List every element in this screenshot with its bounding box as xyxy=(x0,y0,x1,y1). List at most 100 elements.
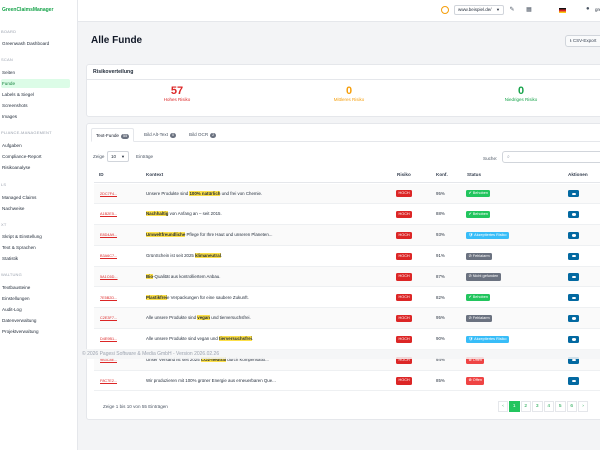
view-finding-button[interactable] xyxy=(568,335,579,344)
view-finding-button[interactable] xyxy=(568,211,579,219)
finding-id-link[interactable]: 7E5B2D... xyxy=(100,295,118,300)
user-icon[interactable]: ● xyxy=(586,6,590,12)
sidebar-item-textbausteine[interactable]: Textbausteine xyxy=(2,285,31,290)
view-finding-button[interactable] xyxy=(568,273,579,281)
table-row[interactable]: E8D4A9... Umweltfreundliche Pflege für Ih… xyxy=(94,225,600,246)
finding-id-link[interactable]: A1B2E5... xyxy=(100,212,118,217)
confidence-value: 94% xyxy=(436,356,445,362)
pencil-icon[interactable]: ✎ xyxy=(509,7,515,13)
pagination-page-4[interactable]: 4 xyxy=(543,401,554,412)
sidebar-item-images[interactable]: Images xyxy=(2,114,18,119)
sidebar-item-screenshots[interactable]: Screenshots xyxy=(2,103,28,108)
status-badge[interactable]: ⊗ Offen xyxy=(466,356,485,364)
sidebar-item-risikoanalyse[interactable]: Risikoanalyse xyxy=(2,165,31,170)
sidebar-item-funde[interactable]: Funde xyxy=(1,79,70,88)
status-badge[interactable]: ✔ Behoben xyxy=(466,294,491,302)
sidebar-item-nachweise[interactable]: Nachweise xyxy=(2,206,25,211)
csv-export-label: CSV-Export xyxy=(572,38,597,43)
sidebar-item-einstellungen[interactable]: Einstellungen xyxy=(2,296,30,301)
col-konf[interactable]: Konf. xyxy=(436,172,448,177)
status-badge[interactable]: ✔ Behoben xyxy=(466,211,491,219)
view-finding-button[interactable] xyxy=(568,377,579,385)
sidebar-item-skript[interactable]: Skript & Einstellung xyxy=(2,234,42,239)
col-status[interactable]: Status xyxy=(467,172,482,177)
pagination-page-5[interactable]: 5 xyxy=(555,401,566,412)
col-aktionen[interactable]: Aktionen xyxy=(568,172,588,177)
finding-id-link[interactable]: E8D4A9... xyxy=(100,233,118,238)
pagination-page-3[interactable]: 3 xyxy=(532,401,543,412)
status-badge[interactable]: ⊘ Fehlalarm xyxy=(466,252,493,260)
pagination-page-1[interactable]: 1 xyxy=(509,401,520,412)
sidebar-item-aufgaben[interactable]: Aufgaben xyxy=(2,143,22,148)
pagination-prev-button[interactable]: ‹ xyxy=(498,401,508,412)
context-post: durch Kompensatio... xyxy=(226,356,269,362)
sidebar-item-audit-log[interactable]: Audit-Log xyxy=(2,307,22,312)
risk-badge: HOCH xyxy=(396,356,413,364)
view-finding-button[interactable] xyxy=(568,231,579,240)
status-badge[interactable]: ⊘ Nicht gefunden xyxy=(466,273,501,281)
tab-label: Bild Alt-Text xyxy=(144,132,168,137)
view-finding-button[interactable] xyxy=(568,190,579,198)
tab-bild-ocr[interactable]: Bild OCR 2 xyxy=(185,128,220,142)
finding-id-link[interactable]: C2E3F7... xyxy=(100,316,118,321)
col-kontext[interactable]: Kontext xyxy=(146,172,164,177)
view-finding-button[interactable] xyxy=(568,315,579,323)
header-divider xyxy=(94,182,600,183)
risk-badge: HOCH xyxy=(396,273,413,281)
status-badge[interactable]: 🛡 Akzeptiertes Risiko xyxy=(466,335,509,344)
apps-icon[interactable]: ▦ xyxy=(526,7,532,13)
col-id[interactable]: ID xyxy=(99,172,104,177)
tab-bild-alt-text[interactable]: Bild Alt-Text 0 xyxy=(140,128,180,142)
sidebar-item-managed-claims[interactable]: Managed Claims xyxy=(2,195,37,200)
sidebar-item-datenverwaltung[interactable]: Datenverwaltung xyxy=(2,318,37,323)
sidebar-item-compliance-report[interactable]: Compliance-Report xyxy=(2,154,42,159)
view-finding-button[interactable] xyxy=(568,294,579,302)
tab-count: 2 xyxy=(210,133,217,138)
sidebar-item-statistik[interactable]: Statistik xyxy=(2,256,19,261)
pagination-page-6[interactable]: 6 xyxy=(566,401,577,412)
view-finding-button[interactable] xyxy=(568,356,579,364)
sidebar-item-dashboard[interactable]: Greenwash Dashboard xyxy=(2,41,50,46)
status-badge[interactable]: 🛡 Akzeptiertes Risiko xyxy=(466,231,509,240)
search-input[interactable]: ⌕ xyxy=(502,151,600,163)
status-badge[interactable]: ⊘ Fehlalarm xyxy=(466,315,493,323)
sidebar-item-labels[interactable]: Labels & Siegel xyxy=(2,92,34,97)
table-row[interactable]: D4E9B1... Alle unsere Produkte sind vegan… xyxy=(94,329,600,350)
pagination-page-2[interactable]: 2 xyxy=(520,401,531,412)
status-badge[interactable]: ✔ Behoben xyxy=(466,190,491,198)
table-row[interactable]: A1B2E5... Nachhaltig von Anfang an – seit… xyxy=(94,204,600,226)
table-row[interactable]: 5A1C6D... Bio-Qualität aus kontrolliertem… xyxy=(94,266,600,288)
finding-id-link[interactable]: B3A6C7... xyxy=(100,253,118,258)
table-row[interactable]: 2DC7F4... Unsere Produkte sind 100% natür… xyxy=(94,183,600,205)
finding-id-link[interactable]: 5A1C6D... xyxy=(100,274,118,279)
csv-export-button[interactable]: ⭳ CSV-Export xyxy=(565,35,600,47)
site-select[interactable]: www.beispiel.de/ ▼ xyxy=(454,5,504,15)
entries-select[interactable]: 10 ▼ xyxy=(107,151,129,162)
tab-text-funde[interactable]: Text-Funde 55 xyxy=(91,128,135,142)
pagination-next-button[interactable]: › xyxy=(578,401,588,412)
view-finding-button[interactable] xyxy=(568,252,579,260)
finding-id-link[interactable]: F8C7E2... xyxy=(100,378,118,383)
show-label: Zeige xyxy=(93,154,105,159)
sidebar-item-seiten[interactable]: Seiten xyxy=(2,70,16,75)
col-risiko[interactable]: Risiko xyxy=(397,172,411,177)
table-row[interactable]: B3A6C7... GrünSchein ist seit 2025 kliman… xyxy=(94,246,600,267)
table-row[interactable]: F8C7E2... Wir produzieren mit 100% grüner… xyxy=(94,371,600,392)
sidebar-item-text-sprachen[interactable]: Text & Sprachen xyxy=(2,245,36,250)
sun-icon[interactable] xyxy=(441,6,449,14)
finding-id-link[interactable]: D4E9B1... xyxy=(100,337,118,342)
context-text: Alle unsere Produkte sind vegan und tier… xyxy=(146,329,386,350)
status-badge[interactable]: ⊗ Offen xyxy=(466,377,485,385)
sidebar-item-projektverwaltung[interactable]: Projektverwaltung xyxy=(2,329,39,334)
status-label: Behoben xyxy=(472,212,488,217)
table-row[interactable]: C2E3F7... Alle unsere Produkte sind vegan… xyxy=(94,308,600,330)
finding-id-link[interactable]: 2DC7F4... xyxy=(100,191,118,196)
flag-de-icon[interactable] xyxy=(559,8,566,13)
search-label: Suche: xyxy=(483,156,498,161)
app-logo[interactable]: GreenClaimsManager xyxy=(2,7,54,13)
finding-id-link[interactable]: 9B3C8E... xyxy=(100,357,118,362)
user-name[interactable]: greenw xyxy=(595,7,600,12)
context-highlight: klimaneutral xyxy=(195,252,221,258)
tab-divider xyxy=(91,141,600,142)
table-row[interactable]: 7E5B2D... Plastikfreie Verpackungen für e… xyxy=(94,288,600,309)
